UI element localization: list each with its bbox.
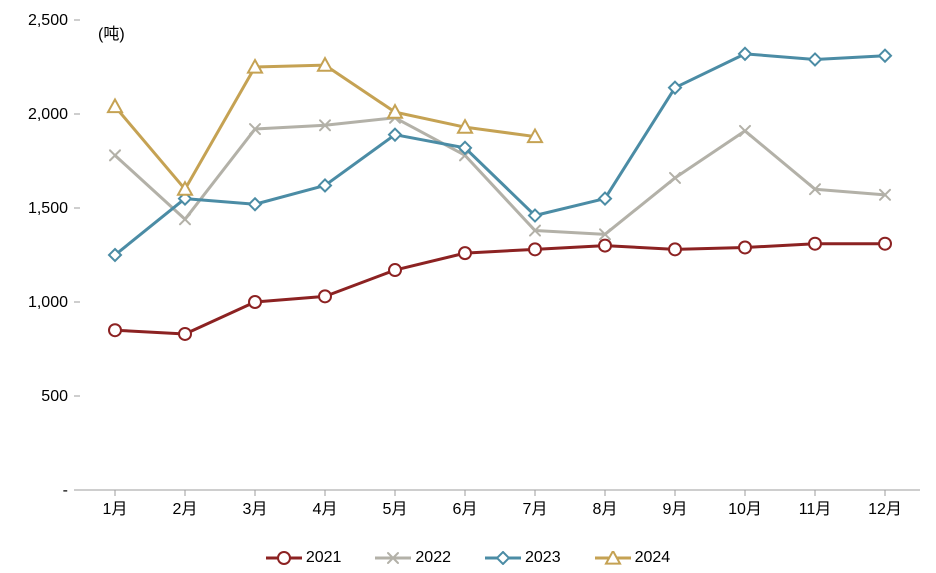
legend-swatch xyxy=(595,551,631,565)
x-tick-label: 2月 xyxy=(173,501,198,518)
legend-label: 2021 xyxy=(306,549,342,567)
legend-item: 2024 xyxy=(595,549,671,567)
x-tick-label: 12月 xyxy=(868,501,902,518)
legend-label: 2022 xyxy=(415,549,451,567)
y-tick-label: 1,000 xyxy=(28,294,68,311)
y-tick-label: 1,500 xyxy=(28,200,68,217)
y-tick-label: 500 xyxy=(41,388,68,405)
legend-swatch xyxy=(375,551,411,565)
legend-item: 2021 xyxy=(266,549,342,567)
x-tick-label: 1月 xyxy=(103,501,128,518)
x-tick-label: 4月 xyxy=(313,501,338,518)
legend: 2021 2022 2023 2024 xyxy=(0,549,936,567)
legend-swatch xyxy=(266,551,302,565)
legend-item: 2022 xyxy=(375,549,451,567)
x-tick-label: 3月 xyxy=(243,501,268,518)
chart-container: - 500 1,000 1,500 2,000 2,500 1月 2月 3月 4月 5月 6月 7月 8月… xyxy=(0,0,936,573)
legend-label: 2023 xyxy=(525,549,561,567)
x-tick-label: 10月 xyxy=(728,501,762,518)
legend-swatch xyxy=(485,551,521,565)
y-tick-label: - xyxy=(63,482,68,499)
x-tick-label: 6月 xyxy=(453,501,478,518)
legend-item: 2023 xyxy=(485,549,561,567)
y-tick-label: 2,500 xyxy=(28,12,68,29)
x-tick-label: 11月 xyxy=(799,501,832,518)
x-tick-label: 9月 xyxy=(663,501,688,518)
legend-label: 2024 xyxy=(635,549,671,567)
series xyxy=(109,238,891,340)
y-unit-label: (吨) xyxy=(98,20,125,44)
x-tick-label: 7月 xyxy=(523,501,548,518)
line-chart-svg: - 500 1,000 1,500 2,000 2,500 1月 2月 3月 4月 5月 6月 7月 8月… xyxy=(0,0,936,573)
x-tick-label: 5月 xyxy=(383,501,408,518)
x-tick-label: 8月 xyxy=(593,501,618,518)
y-tick-label: 2,000 xyxy=(28,106,68,123)
